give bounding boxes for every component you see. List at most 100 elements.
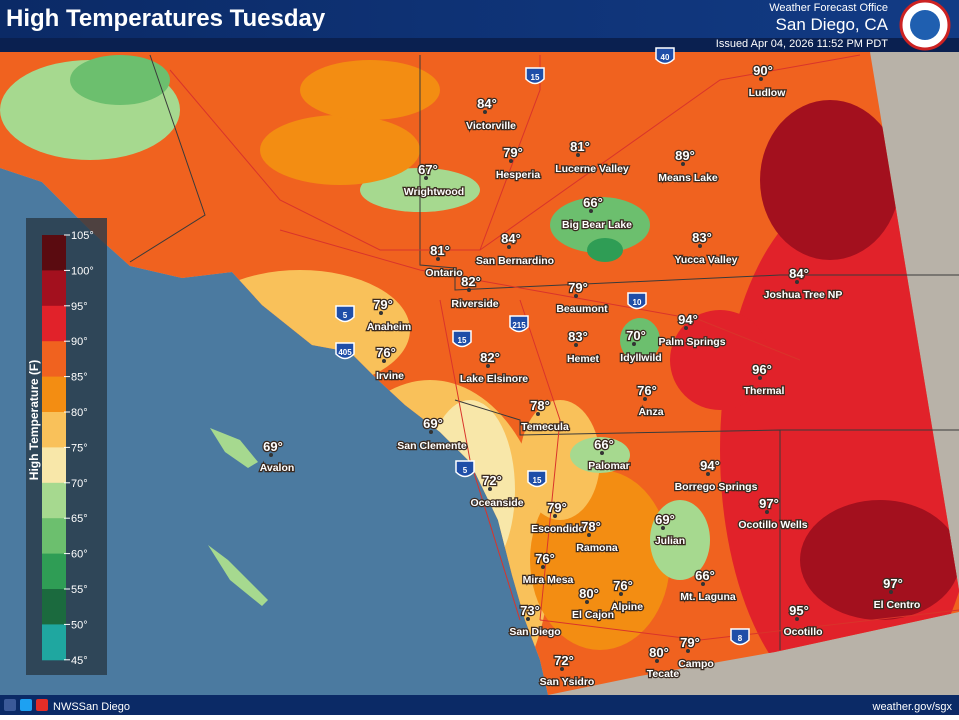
- legend-box: [26, 218, 107, 675]
- youtube-icon[interactable]: [36, 699, 48, 711]
- legend-swatch: [42, 412, 66, 448]
- interstate-label: 215: [512, 321, 526, 330]
- legend-swatch: [42, 270, 66, 307]
- city-name: Lake Elsinore: [460, 373, 528, 385]
- city-temp: 79°: [680, 635, 700, 650]
- city-dot: [655, 659, 659, 663]
- interstate-label: 5: [343, 311, 348, 320]
- city-dot: [509, 159, 513, 163]
- city-dot: [429, 430, 433, 434]
- legend-label: 85°: [71, 372, 88, 384]
- city-temp: 78°: [581, 519, 601, 534]
- city-temp: 89°: [675, 148, 695, 163]
- twitter-icon[interactable]: [20, 699, 32, 711]
- city-name: Hemet: [567, 353, 600, 365]
- nws-logo-inner: [910, 10, 940, 40]
- city-name: Palm Springs: [658, 336, 725, 348]
- city-dot: [486, 364, 490, 368]
- interstate-shield: [525, 67, 545, 85]
- city-dot: [507, 245, 511, 249]
- city-dot: [382, 359, 386, 363]
- city-temp: 76°: [535, 551, 555, 566]
- city-temp: 94°: [678, 312, 698, 327]
- city-name: Lucerne Valley: [555, 163, 629, 175]
- city-name: Tecate: [647, 668, 680, 680]
- city-dot: [576, 153, 580, 157]
- city-dot: [379, 311, 383, 315]
- city-dot: [541, 565, 545, 569]
- city-name: Means Lake: [658, 172, 718, 184]
- city-temp: 83°: [568, 329, 588, 344]
- city-temp: 66°: [594, 437, 614, 452]
- city-temp: 82°: [480, 350, 500, 365]
- interstate-shield: [335, 342, 355, 360]
- legend-swatch: [42, 553, 66, 590]
- legend-label: 80°: [71, 407, 88, 419]
- city-name: Yucca Valley: [674, 254, 737, 266]
- city-temp: 78°: [530, 398, 550, 413]
- interstate-shield: [452, 330, 472, 348]
- interstate-shield: [527, 470, 547, 488]
- header-bar: [0, 0, 959, 38]
- city-name: Borrego Springs: [675, 481, 758, 493]
- city-dot: [589, 209, 593, 213]
- city-name: Ocotillo Wells: [738, 519, 807, 531]
- city-dot: [701, 582, 705, 586]
- facebook-icon[interactable]: [4, 699, 16, 711]
- city-temp: 69°: [655, 512, 675, 527]
- city-temp: 84°: [477, 96, 497, 111]
- city-name: San Diego: [509, 626, 560, 638]
- island: [210, 428, 258, 468]
- city-temp: 79°: [503, 145, 523, 160]
- legend-swatch: [42, 482, 66, 519]
- city-dot: [488, 487, 492, 491]
- legend-label: 90°: [71, 336, 88, 348]
- city-temp: 90°: [753, 63, 773, 78]
- cities: 84° Victorville 79° Hesperia 81° Lucerne Vall…: [258, 62, 921, 690]
- city-temp: 70°: [626, 328, 646, 343]
- city-name: Irvine: [376, 370, 404, 382]
- city-name: Beaumont: [556, 303, 608, 315]
- city-temp: 80°: [579, 586, 599, 601]
- interstate-label: 15: [531, 73, 540, 82]
- city-temp: 81°: [430, 243, 450, 258]
- city-dot: [619, 592, 623, 596]
- city-dot: [765, 510, 769, 514]
- interstate-label: 405: [338, 348, 352, 357]
- city-dot: [889, 590, 893, 594]
- legend-title: High Temperature (F): [27, 360, 41, 480]
- interstate-label: 15: [458, 336, 467, 345]
- city-temp: 69°: [423, 416, 443, 431]
- city-dot: [560, 667, 564, 671]
- interstate-label: 15: [533, 476, 542, 485]
- legend-label: 70°: [71, 478, 88, 490]
- city-name: Avalon: [260, 462, 295, 474]
- city-dot: [467, 288, 471, 292]
- legend-label: 60°: [71, 549, 88, 561]
- city-dot: [600, 451, 604, 455]
- city-name: Alpine: [611, 601, 643, 613]
- interstate-label: 8: [738, 634, 743, 643]
- city-name: Palomar: [588, 460, 629, 472]
- city-name: Ludlow: [749, 87, 787, 99]
- city-name: Thermal: [744, 385, 785, 397]
- city-temp: 76°: [637, 383, 657, 398]
- legend-label: 105°: [71, 230, 94, 242]
- city-temp: 97°: [759, 496, 779, 511]
- city-name: Victorville: [466, 120, 516, 132]
- city-dot: [483, 110, 487, 114]
- city-name: San Bernardino: [476, 255, 554, 267]
- footer-bar: [0, 695, 959, 715]
- city-dot: [661, 526, 665, 530]
- footer-url[interactable]: weather.gov/sgx: [872, 701, 953, 713]
- city-temp: 67°: [418, 162, 438, 177]
- city-name: El Centro: [874, 599, 921, 611]
- legend-label: 100°: [71, 265, 94, 277]
- city-name: Ontario: [425, 267, 462, 279]
- city-name: Anaheim: [367, 321, 411, 333]
- city-name: Idyllwild: [620, 352, 661, 364]
- city-temp: 81°: [570, 139, 590, 154]
- city-temp: 80°: [649, 645, 669, 660]
- interstate-shield: [655, 47, 675, 65]
- city-temp: 69°: [263, 439, 283, 454]
